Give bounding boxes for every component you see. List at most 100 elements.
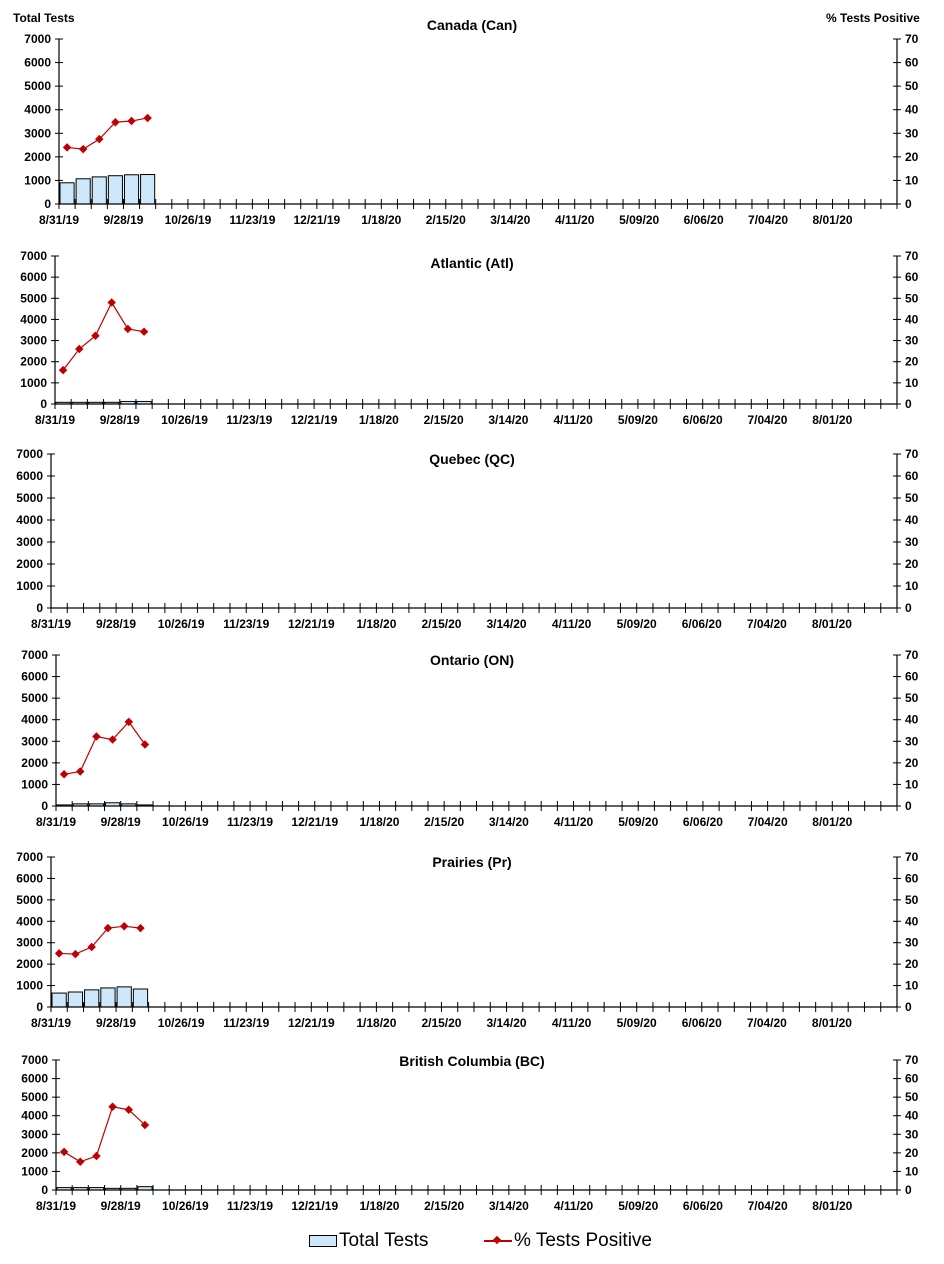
legend: Total Tests % Tests Positive: [0, 1230, 944, 1254]
y-tick-label: 3000: [21, 1127, 48, 1141]
legend-label-total-tests: Total Tests: [339, 1230, 429, 1251]
y-tick-label: 6000: [21, 670, 48, 684]
y2-tick-label: 0: [905, 601, 912, 615]
y2-tick-label: 20: [905, 957, 919, 971]
y2-tick-label: 30: [905, 734, 919, 748]
y2-tick-label: 60: [905, 670, 919, 684]
x-tick-label: 8/01/20: [812, 413, 852, 427]
x-tick-label: 8/01/20: [813, 213, 853, 227]
x-tick-label: 7/04/20: [747, 617, 787, 631]
x-tick-label: 5/09/20: [618, 1199, 658, 1213]
y-tick-label: 4000: [16, 914, 43, 928]
y-tick-label: 3000: [20, 334, 47, 348]
y-tick-label: 6000: [24, 56, 51, 70]
x-tick-label: 8/31/19: [36, 815, 76, 829]
y2-tick-label: 20: [905, 756, 919, 770]
y2-tick-label: 20: [905, 557, 919, 571]
y-tick-label: 5000: [24, 79, 51, 93]
data-point-marker: [95, 134, 104, 144]
x-tick-label: 2/15/20: [426, 213, 466, 227]
x-tick-label: 12/21/19: [291, 413, 338, 427]
x-tick-label: 10/26/19: [158, 617, 205, 631]
y-tick-label: 2000: [21, 756, 48, 770]
x-tick-label: 11/23/19: [226, 413, 272, 427]
x-tick-label: 12/21/19: [293, 213, 340, 227]
x-tick-label: 9/28/19: [96, 1016, 136, 1030]
y-tick-label: 7000: [16, 850, 43, 864]
data-point-marker: [108, 1102, 117, 1112]
x-tick-label: 2/15/20: [424, 1199, 464, 1213]
data-point-marker: [91, 331, 100, 340]
x-tick-label: 8/31/19: [39, 213, 79, 227]
x-tick-label: 3/14/20: [488, 413, 528, 427]
y-tick-label: 2000: [24, 150, 51, 164]
y2-tick-label: 20: [905, 355, 919, 369]
x-tick-label: 8/01/20: [812, 1016, 852, 1030]
y-tick-label: 3000: [21, 734, 48, 748]
y-tick-label: 1000: [16, 979, 43, 993]
x-tick-label: 9/28/19: [103, 213, 143, 227]
x-tick-label: 10/26/19: [161, 413, 208, 427]
chart-panel: Canada (Can)0100020003000400050006000700…: [24, 17, 918, 227]
x-tick-label: 12/21/19: [291, 1199, 338, 1213]
y2-tick-label: 50: [905, 79, 919, 93]
x-tick-label: 10/26/19: [162, 1199, 209, 1213]
y-tick-label: 2000: [16, 557, 43, 571]
y-tick-label: 7000: [20, 249, 47, 263]
y2-tick-label: 30: [905, 535, 919, 549]
x-tick-label: 1/18/20: [359, 1199, 399, 1213]
x-tick-label: 9/28/19: [101, 1199, 141, 1213]
bar: [132, 988, 149, 1008]
bar-swatch-icon: [309, 1235, 337, 1247]
x-tick-label: 8/31/19: [35, 413, 75, 427]
x-tick-label: 4/11/20: [553, 413, 593, 427]
y2-tick-label: 30: [905, 1127, 919, 1141]
data-point-marker: [92, 1151, 101, 1161]
x-tick-label: 11/23/19: [227, 815, 273, 829]
chart-title: Prairies (Pr): [432, 854, 511, 870]
x-tick-label: 9/28/19: [101, 815, 141, 829]
x-tick-label: 3/14/20: [489, 815, 529, 829]
y2-tick-label: 60: [905, 270, 919, 284]
x-tick-label: 5/09/20: [617, 617, 657, 631]
legend-item-percent-positive: % Tests Positive: [484, 1230, 652, 1252]
data-point-marker: [78, 144, 88, 154]
x-tick-label: 6/06/20: [682, 617, 722, 631]
y2-tick-label: 30: [905, 334, 919, 348]
y-tick-label: 1000: [20, 376, 47, 390]
y-tick-label: 4000: [21, 713, 48, 727]
bar: [51, 992, 67, 1008]
x-tick-label: 4/11/20: [555, 213, 595, 227]
bar: [116, 986, 132, 1008]
x-tick-label: 6/06/20: [683, 815, 723, 829]
x-tick-label: 3/14/20: [490, 213, 530, 227]
positivity-line: [63, 720, 146, 775]
x-tick-label: 1/18/20: [359, 413, 399, 427]
y-tick-label: 5000: [21, 1090, 48, 1104]
data-point-marker: [54, 949, 64, 958]
y2-tick-label: 60: [905, 871, 919, 885]
x-tick-label: 10/26/19: [158, 1016, 205, 1030]
y2-tick-label: 40: [905, 713, 919, 727]
y2-tick-label: 70: [905, 648, 919, 662]
y-tick-label: 6000: [16, 871, 43, 885]
chart-title: Ontario (ON): [430, 652, 514, 668]
line-marker-icon: [484, 1240, 512, 1242]
chart-title: British Columbia (BC): [399, 1053, 544, 1069]
y-tick-label: 2000: [16, 957, 43, 971]
y2-tick-label: 60: [905, 469, 919, 483]
x-tick-label: 5/09/20: [619, 213, 659, 227]
y2-tick-label: 60: [905, 1072, 919, 1086]
x-tick-label: 1/18/20: [361, 213, 401, 227]
positivity-line: [63, 1106, 146, 1163]
bar: [107, 175, 123, 205]
data-point-marker: [75, 344, 84, 354]
chart-panel: British Columbia (BC) 0 1000 2000 3000 4000 50…: [21, 1053, 918, 1213]
data-point-marker: [59, 1147, 69, 1157]
data-point-marker: [92, 732, 101, 741]
x-tick-label: 4/11/20: [552, 1016, 592, 1030]
positivity-line: [59, 925, 141, 955]
bar: [59, 182, 75, 205]
x-tick-label: 12/21/19: [288, 617, 335, 631]
y2-tick-label: 40: [905, 312, 919, 326]
